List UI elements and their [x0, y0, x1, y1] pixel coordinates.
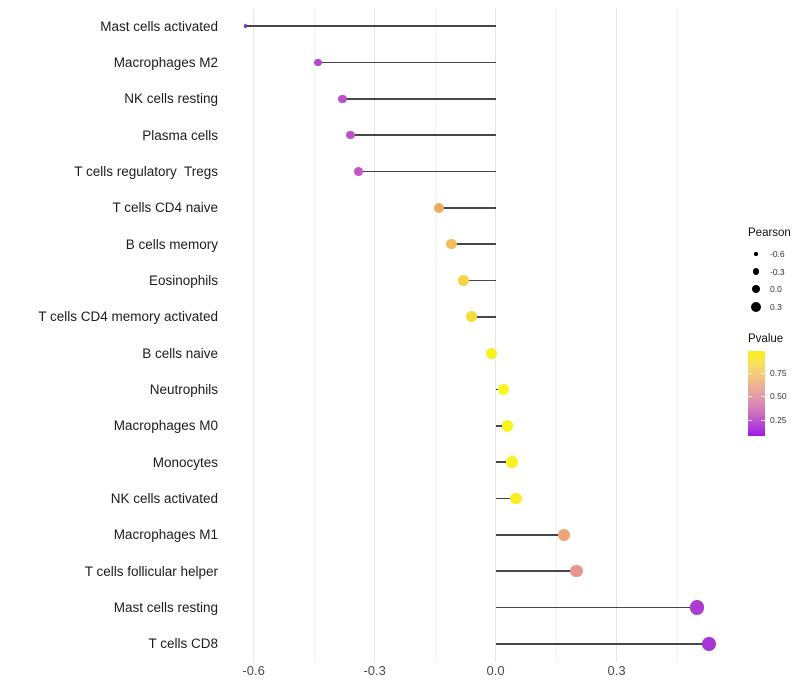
gradient-tick: [748, 373, 752, 375]
x-tick-label: 0.0: [486, 663, 505, 678]
lollipop-stem: [463, 279, 496, 282]
gridline-major: [374, 8, 376, 662]
category-label: NK cells activated: [110, 491, 218, 506]
lollipop-stem: [342, 98, 496, 100]
category-label: Plasma cells: [142, 127, 218, 143]
lollipop-dot: [457, 275, 469, 286]
category-label: T cells CD4 naive: [112, 200, 218, 216]
lollipop-stem: [495, 570, 577, 572]
legend-size-dot: [750, 301, 762, 313]
lollipop-stem: [245, 25, 496, 27]
lollipop-stem: [451, 243, 496, 245]
legend-size-label: -0.3: [770, 266, 785, 277]
legend-size-label: -0.6: [770, 249, 785, 259]
lollipop-dot: [497, 383, 510, 396]
gridline-minor: [555, 8, 557, 662]
lollipop-dot: [465, 311, 477, 323]
gradient-tick: [761, 419, 765, 421]
lollipop-dot: [509, 492, 522, 505]
lollipop-stem: [439, 207, 496, 209]
gridline-major: [616, 8, 618, 662]
lollipop-dot: [433, 202, 445, 214]
lollipop-stem: [495, 461, 512, 463]
pvalue-gradient-bar: [748, 351, 765, 436]
lollipop-stem: [495, 643, 710, 645]
category-label: T cells CD4 memory activated: [38, 309, 218, 325]
lollipop-dot: [485, 347, 498, 359]
lollipop-dot: [570, 564, 583, 578]
category-label: T cells regulatory Tregs: [74, 164, 218, 179]
gradient-tick: [761, 396, 765, 398]
gradient-tick: [761, 373, 765, 375]
legend-size-dot: [751, 284, 761, 294]
category-label: Macrophages M1: [113, 527, 218, 543]
legend-size-label: 0.0: [770, 284, 782, 295]
category-label: T cells follicular helper: [84, 563, 218, 579]
gradient-tick-label: 0.25: [770, 414, 787, 425]
lollipop-dot: [338, 94, 347, 103]
gradient-tick: [748, 419, 752, 421]
category-label: Macrophages M2: [113, 55, 218, 70]
category-label: Monocytes: [152, 454, 218, 470]
x-tick-label: 0.3: [607, 663, 626, 678]
lollipop-dot: [314, 58, 322, 67]
lollipop-stem: [495, 425, 508, 427]
lollipop-stem: [495, 497, 516, 500]
lollipop-stem: [318, 61, 496, 64]
category-label: T cells CD8: [148, 636, 218, 652]
legend-pvalue-title: Pvalue: [748, 333, 784, 345]
gridline-minor: [676, 8, 678, 662]
lollipop-dot: [243, 24, 248, 28]
legend-pearson-title: Pearson: [748, 227, 791, 239]
category-label: Mast cells resting: [113, 600, 218, 615]
lollipop-dot: [445, 238, 457, 250]
category-label: NK cells resting: [124, 91, 218, 107]
category-label: Neutrophils: [149, 382, 218, 397]
gradient-tick: [748, 396, 752, 398]
legend-size-dot: [752, 268, 760, 275]
lollipop-stem: [495, 534, 565, 536]
lollipop-stem: [471, 316, 496, 318]
legend-size-label: 0.3: [770, 301, 782, 312]
category-label: B cells naive: [142, 345, 218, 361]
lollipop-dot: [702, 636, 717, 651]
x-tick-label: -0.6: [242, 663, 265, 678]
lollipop-stem: [350, 134, 496, 136]
lollipop-dot: [346, 130, 355, 140]
category-label: Mast cells activated: [100, 18, 218, 34]
lollipop-dot: [501, 420, 514, 432]
gradient-tick-label: 0.75: [770, 368, 787, 379]
category-label: Macrophages M0: [113, 418, 218, 434]
legend-size-dot: [754, 252, 758, 256]
lollipop-dot: [505, 456, 518, 468]
category-label: B cells memory: [125, 236, 218, 252]
lollipop-stem: [358, 170, 496, 173]
gridline-major: [495, 8, 497, 662]
category-label: Eosinophils: [148, 273, 218, 288]
lollipop-dot: [690, 600, 705, 615]
lollipop-dot: [354, 167, 363, 176]
x-tick-label: -0.3: [363, 663, 386, 678]
lollipop-stem: [495, 606, 698, 609]
gradient-tick-label: 0.50: [770, 391, 787, 402]
lollipop-dot: [557, 528, 571, 541]
gridline-major: [253, 8, 255, 662]
gridline-minor: [434, 8, 436, 662]
gridline-minor: [313, 8, 315, 662]
